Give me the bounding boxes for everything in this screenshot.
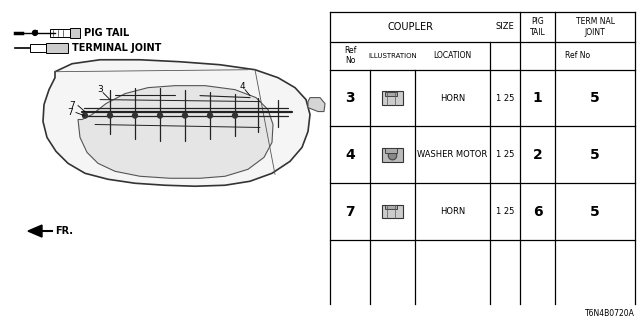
Text: 6: 6 <box>532 204 542 219</box>
Text: PIG
TAIL: PIG TAIL <box>530 17 545 36</box>
Text: 5: 5 <box>590 91 600 105</box>
Text: 7: 7 <box>345 204 355 219</box>
Text: 7: 7 <box>69 101 75 110</box>
Text: FR.: FR. <box>55 226 73 236</box>
Bar <box>385 205 397 209</box>
Circle shape <box>232 113 237 118</box>
Text: 3: 3 <box>97 85 103 94</box>
Polygon shape <box>43 60 310 186</box>
Text: TERM NAL
JOINT: TERM NAL JOINT <box>575 17 614 36</box>
Polygon shape <box>308 98 325 112</box>
Bar <box>382 205 403 218</box>
Text: COUPLER: COUPLER <box>387 22 433 32</box>
Text: 4: 4 <box>345 148 355 162</box>
Bar <box>46 43 68 53</box>
Text: ILLUSTRATION: ILLUSTRATION <box>368 53 417 59</box>
Circle shape <box>388 151 397 160</box>
Text: 5: 5 <box>590 148 600 162</box>
Circle shape <box>157 113 163 118</box>
Polygon shape <box>28 225 42 237</box>
Bar <box>70 28 80 38</box>
Circle shape <box>182 113 188 118</box>
Text: 1 25: 1 25 <box>496 93 514 103</box>
Bar <box>382 148 403 162</box>
Text: TERMINAL JOINT: TERMINAL JOINT <box>72 43 161 53</box>
Bar <box>30 44 46 52</box>
Text: HORN: HORN <box>440 93 465 103</box>
Bar <box>385 148 397 153</box>
Circle shape <box>132 113 138 118</box>
Text: PIG TAIL: PIG TAIL <box>84 28 129 38</box>
Text: 1: 1 <box>532 91 542 105</box>
Bar <box>385 92 397 96</box>
Text: WASHER MOTOR: WASHER MOTOR <box>417 150 488 159</box>
Circle shape <box>83 113 88 118</box>
Text: SIZE: SIZE <box>495 22 515 31</box>
Text: 1 25: 1 25 <box>496 207 514 216</box>
Bar <box>382 92 403 105</box>
Polygon shape <box>78 86 273 178</box>
Text: 2: 2 <box>532 148 542 162</box>
Bar <box>50 29 70 37</box>
Text: 4: 4 <box>239 82 245 91</box>
Text: 7: 7 <box>67 108 73 117</box>
Text: 5: 5 <box>590 204 600 219</box>
Text: LOCATION: LOCATION <box>433 51 472 60</box>
Text: 3: 3 <box>345 91 355 105</box>
Text: HORN: HORN <box>440 207 465 216</box>
Circle shape <box>33 30 38 35</box>
Bar <box>330 12 635 304</box>
Text: Ref No: Ref No <box>565 51 590 60</box>
Circle shape <box>108 113 113 118</box>
Text: 1 25: 1 25 <box>496 150 514 159</box>
Text: T6N4B0720A: T6N4B0720A <box>585 309 635 318</box>
Circle shape <box>207 113 212 118</box>
Text: Ref
No: Ref No <box>344 46 356 66</box>
